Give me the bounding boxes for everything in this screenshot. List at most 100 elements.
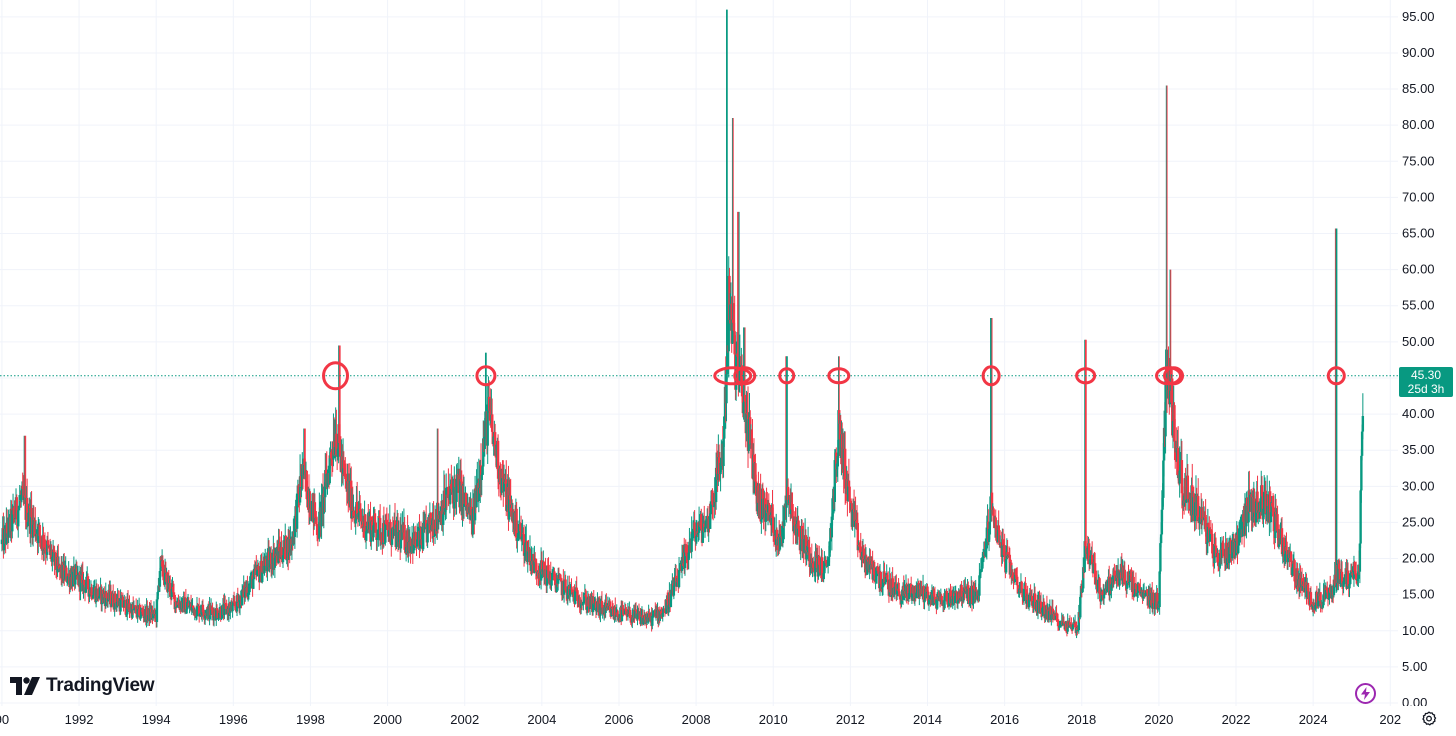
candle-body: [537, 578, 541, 580]
candle-body: [1070, 625, 1073, 627]
candle-body: [247, 592, 251, 594]
candle-body: [1349, 577, 1352, 585]
candle-body: [194, 609, 197, 618]
candle-body: [232, 601, 236, 603]
candle-body: [992, 509, 995, 516]
candle-body: [1160, 509, 1164, 535]
candle-body: [1289, 552, 1293, 561]
candle-body: [260, 560, 263, 583]
candle-body: [804, 535, 808, 560]
candle-body: [224, 603, 228, 606]
candle-body: [690, 533, 693, 552]
candle-body: [344, 478, 348, 482]
candle-body: [267, 551, 271, 568]
candle-body: [155, 599, 159, 623]
candle-body: [1209, 529, 1213, 531]
candle-body: [978, 575, 981, 596]
candle-body: [672, 585, 676, 596]
candle-body: [984, 548, 988, 550]
candle-body: [1043, 606, 1046, 619]
candle-body: [496, 440, 500, 479]
candle-body: [143, 616, 146, 618]
candle-body: [313, 502, 317, 521]
candle-body: [1016, 585, 1020, 593]
candle-body: [22, 488, 25, 500]
candle-body: [257, 566, 260, 570]
candle-body: [358, 508, 362, 512]
candle-body: [549, 574, 552, 586]
candle-body: [1214, 543, 1217, 546]
candle-body: [595, 607, 598, 612]
candle-body: [988, 521, 991, 529]
candle-body: [797, 528, 801, 537]
candle-body: [1099, 598, 1103, 602]
candle-body: [792, 521, 796, 532]
candle-body: [651, 614, 655, 616]
tradingview-logo[interactable]: TradingView: [10, 673, 155, 699]
candle-body: [477, 479, 481, 501]
candle-body: [293, 515, 297, 537]
time-tick-label: 1998: [296, 712, 325, 727]
candle-body: [798, 536, 802, 551]
flash-icon[interactable]: [1355, 683, 1376, 704]
candle-body: [29, 508, 33, 534]
candle-body: [1110, 584, 1113, 591]
candle-body: [243, 587, 247, 598]
candle-body: [1311, 605, 1315, 610]
candle-body: [30, 508, 33, 518]
candle-body: [344, 474, 347, 479]
candle-body: [915, 590, 919, 593]
candle-body: [685, 552, 688, 557]
time-tick-label: 90: [0, 712, 9, 727]
candle-body: [1036, 600, 1040, 614]
candle-body: [949, 590, 952, 604]
candle-body: [1081, 588, 1084, 593]
candle-body: [951, 598, 954, 605]
candle-body: [1058, 625, 1061, 628]
candle-body: [410, 546, 413, 553]
candle-body: [1314, 604, 1317, 610]
candle-body: [1349, 570, 1353, 578]
candle-body: [376, 534, 380, 538]
candle-body: [364, 531, 368, 541]
candle-body: [1180, 460, 1184, 494]
time-axis[interactable]: 90 1992 1994 1996 1998 2000 2002 2004 2006 2008 20…: [0, 706, 1416, 731]
candle-body: [186, 604, 189, 610]
candle-body: [967, 585, 970, 590]
candle-body: [1348, 584, 1351, 589]
candle-body: [895, 590, 899, 595]
candle-body: [1315, 591, 1319, 603]
candle-body: [743, 394, 747, 402]
candle-body: [1185, 499, 1188, 503]
candle-body: [526, 550, 529, 562]
candle-body: [1264, 490, 1267, 515]
candle-body: [1213, 543, 1216, 564]
price-axis[interactable]: 0.00 5.00 10.00 15.00 20.00 25.00 30.00 35.00 40…: [1398, 0, 1456, 710]
candle-body: [156, 592, 159, 600]
time-tick-label: 1992: [65, 712, 94, 727]
candle-body: [812, 563, 815, 568]
candle-body: [709, 506, 713, 514]
candle-body: [1127, 571, 1130, 584]
candle-body: [1237, 534, 1241, 546]
candle-body: [565, 590, 568, 593]
candle-body: [1135, 589, 1138, 597]
candle-body: [258, 574, 262, 583]
settings-gear-icon[interactable]: [1421, 711, 1437, 727]
candle-body: [873, 574, 877, 581]
candle-body: [927, 599, 931, 605]
candle-body: [971, 603, 974, 605]
candle-body: [1065, 631, 1069, 633]
candle-body: [1082, 567, 1085, 589]
candle-body: [241, 589, 244, 606]
candle-body: [1102, 594, 1106, 599]
candle-body: [1274, 511, 1277, 539]
candle-body: [544, 570, 547, 578]
chart-plot-area[interactable]: [0, 0, 1398, 706]
price-axis-labels: 0.00 5.00 10.00 15.00 20.00 25.00 30.00 35.00 40…: [1402, 9, 1435, 710]
candle-body: [1032, 600, 1035, 607]
candle-body: [63, 570, 67, 579]
candle-body: [74, 569, 77, 585]
candle-body: [935, 599, 939, 609]
candle-body: [712, 505, 716, 507]
